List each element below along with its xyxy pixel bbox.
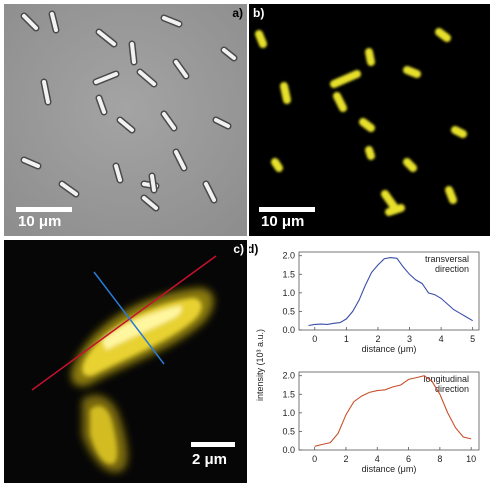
bacterium-rod	[214, 118, 230, 128]
scale-bar-c	[191, 442, 235, 447]
fluorescent-bacterium	[451, 126, 467, 138]
bacterium-rod	[222, 48, 236, 60]
x-tick-label: 1	[344, 334, 349, 344]
y-tick-label: 1.5	[282, 389, 295, 399]
intensity-profile-line	[314, 375, 472, 447]
y-tick-label: 0.0	[282, 445, 295, 455]
brightfield-image	[4, 4, 247, 236]
fluorescent-bacterium	[365, 146, 375, 160]
fluorescent-bacterium	[365, 48, 375, 66]
plot-frame	[298, 251, 480, 331]
y-tick-label: 1.5	[282, 269, 295, 279]
bacterium-rod	[22, 158, 40, 168]
bacterium-rod	[142, 196, 158, 210]
intensity-profile-line	[308, 257, 473, 327]
intensity-profiles-panel: d) 0.0 0.5 1.0 1.5 2.0 0 1 2 3 4 5 distance (μm) tra…	[249, 240, 490, 483]
x-tick-label: 8	[437, 454, 442, 464]
fluorescent-bacterium	[435, 28, 451, 42]
bacterium-rod	[174, 60, 188, 78]
fluorescent-bacterium	[330, 70, 361, 88]
x-tick-label: 2	[375, 334, 380, 344]
fluorescent-bacterium	[403, 66, 421, 78]
x-tick-label: 0	[312, 334, 317, 344]
scale-bar-b	[259, 207, 315, 212]
zoom-image	[4, 240, 247, 483]
longitudinal-profile-chart: 0.0 0.5 1.0 1.5 2.0 0 2 4 6 8 10 distance (μm) longi…	[282, 371, 480, 474]
y-axis-label: intensity (10³ a.u.)	[255, 329, 265, 401]
x-tick-label: 10	[466, 454, 476, 464]
bacterium-rod	[130, 42, 136, 64]
x-tick-label: 4	[375, 454, 380, 464]
x-tick-label: 6	[406, 454, 411, 464]
panel-label-b: b)	[253, 6, 265, 20]
transversal-line	[93, 271, 165, 365]
transversal-profile-chart: 0.0 0.5 1.0 1.5 2.0 0 1 2 3 4 5 distance (μm) transv…	[282, 251, 480, 354]
direction-annotation: transversal	[425, 254, 469, 264]
fluorescent-bacterium	[255, 30, 267, 48]
bacterium-rod	[97, 96, 106, 114]
zoom-micrograph-panel: c) 2 μm	[4, 240, 247, 483]
fluorescence-image	[249, 4, 490, 236]
longitudinal-line	[31, 255, 217, 391]
fluorescent-bacterium	[359, 118, 375, 132]
y-tick-label: 2.0	[282, 251, 295, 261]
panel-label-d: d)	[249, 242, 259, 256]
direction-annotation: direction	[435, 264, 469, 274]
fluorescent-bacterium	[333, 92, 347, 112]
bacterium-rod	[138, 70, 156, 86]
brightfield-micrograph-panel: a) 10 μm	[4, 4, 247, 236]
y-tick-label: 2.0	[282, 371, 295, 381]
scale-label-c: 2 μm	[192, 451, 228, 468]
bacterium-rod	[22, 14, 38, 30]
plot-frame	[298, 371, 480, 451]
fluorescent-bacterium	[280, 82, 291, 104]
x-tick-label: 0	[312, 454, 317, 464]
y-tick-label: 0.5	[282, 306, 295, 316]
bacterium-rod	[162, 16, 181, 26]
bacterium-rod	[94, 72, 118, 84]
bacterium-rod	[60, 182, 78, 196]
x-tick-label: 3	[407, 334, 412, 344]
profile-charts: 0.0 0.5 1.0 1.5 2.0 0 1 2 3 4 5 distance (μm) transv…	[255, 251, 480, 474]
scale-bar-a	[16, 207, 72, 212]
fluorescent-bacterium	[403, 158, 417, 172]
bacterium-rod	[204, 182, 216, 202]
x-tick-label: 5	[470, 334, 475, 344]
x-axis-label: distance (μm)	[362, 464, 417, 474]
fluorescent-bacterium	[271, 158, 283, 172]
x-axis-label: distance (μm)	[362, 344, 417, 354]
bacterium-rod	[118, 118, 134, 132]
panel-label-a: a)	[232, 6, 243, 20]
fluorescence-micrograph-panel: b) 10 μm	[249, 4, 490, 236]
x-tick-label: 2	[343, 454, 348, 464]
bacterium-rod	[162, 112, 176, 130]
bacterium-rod	[42, 80, 50, 104]
fluorescent-bacterium	[385, 204, 405, 216]
bacterium-rod	[114, 164, 122, 182]
bacterium-rod	[174, 150, 186, 170]
y-tick-label: 0.5	[282, 426, 295, 436]
y-tick-label: 0.0	[282, 325, 295, 335]
bacterium-rod	[150, 174, 156, 192]
direction-annotation: direction	[435, 384, 469, 394]
panel-label-c: c)	[233, 242, 244, 256]
direction-annotation: longitudinal	[423, 374, 469, 384]
bacterium-rod	[97, 30, 116, 46]
scale-label-a: 10 μm	[18, 213, 62, 230]
fluorescent-bacterium	[381, 190, 399, 212]
y-tick-label: 1.0	[282, 288, 295, 298]
fluorescent-bacterium	[445, 186, 457, 204]
x-tick-label: 4	[439, 334, 444, 344]
y-tick-label: 1.0	[282, 408, 295, 418]
scale-label-b: 10 μm	[261, 213, 305, 230]
bacterium-rod	[50, 12, 58, 32]
